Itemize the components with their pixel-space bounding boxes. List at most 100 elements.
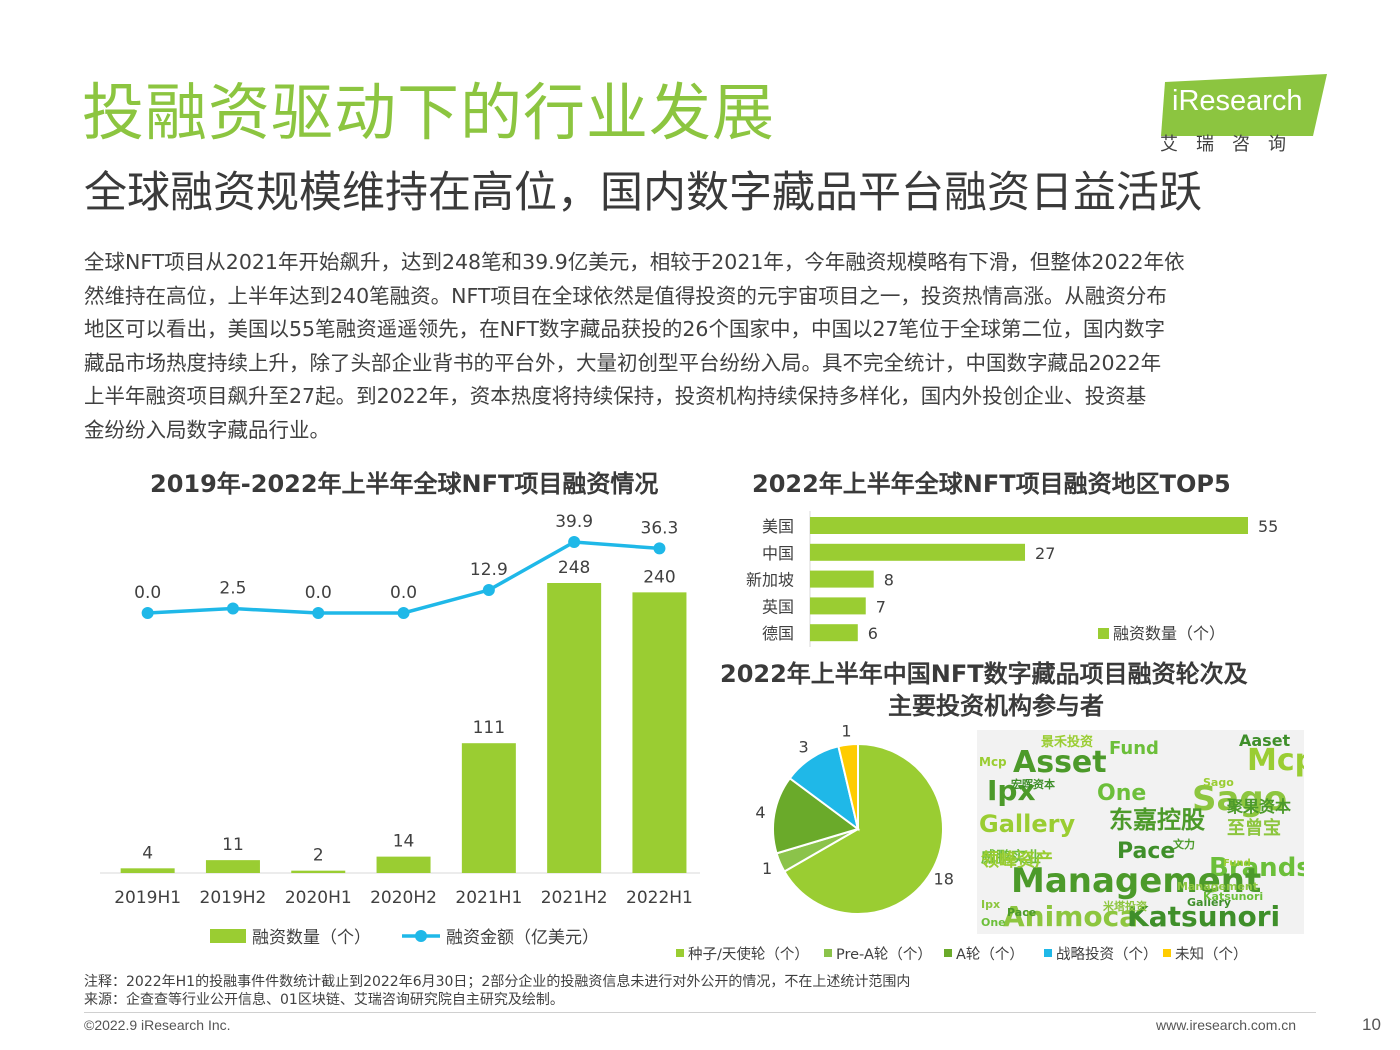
word-cloud-word: Mcp [1247,743,1304,778]
bar-data-label: 11 [222,835,244,855]
word-cloud-word: Sago [1203,776,1234,789]
line-data-label: 0.0 [305,583,332,603]
intro-line: 金纷纷入局数字藏品行业。 [84,417,330,442]
pie-data-label: 4 [755,803,765,822]
bar-data-label: 240 [643,567,675,587]
intro-line: 地区可以看出，美国以55笔融资遥遥领先，在NFT数字藏品获投的26个国家中，中国… [84,317,1166,342]
word-cloud-word: 米塔投资 [1102,899,1147,913]
line-point [397,607,410,619]
x-tick-label: 2021H1 [455,888,522,908]
legend-bar-label: 融资数量（个） [252,928,371,948]
legend-label: 战略投资（个） [1056,946,1158,963]
global-financing-chart: 4 2019H1 11 2019H2 2 2020H1 14 2020H2 111 2021H1 2… [100,512,700,948]
intro-paragraph: 全球NFT项目从2021年开始飙升，达到248笔和39.9亿美元，相较于2021… [84,246,1324,448]
page-subtitle: 全球融资规模维持在高位，国内数字藏品平台融资日益活跃 [84,168,1202,218]
website-link[interactable]: www.iresearch.com.cn [1156,1017,1297,1033]
china-rounds-pie-chart: 18 1 4 3 1 [755,725,954,915]
line-data-label: 2.5 [219,579,246,599]
x-tick-label: 2019H2 [200,888,267,908]
word-cloud-word: Brands [1209,853,1304,883]
investor-word-cloud: Asset Mcp Fund Ipx One Sago Gallery 东嘉控股 Pace Bra… [977,730,1304,934]
bar-financing-count [376,856,431,873]
global-financing-chart-title: 2019年-2022年上半年全球NFT项目融资情况 [150,470,659,498]
y-tick-label: 德国 [762,624,794,643]
china-rounds-chart-title: 2022年上半年中国NFT数字藏品项目融资轮次及 [720,660,1248,688]
word-cloud-word: Animoca [1003,900,1138,933]
word-cloud-word: Asset [1013,745,1107,780]
bar-financing-count [632,592,687,873]
bar-data-label: 111 [473,718,505,738]
word-cloud-word: Sago [1192,779,1287,819]
legend-label: 融资数量（个） [1113,624,1225,643]
y-tick-label: 英国 [762,597,794,616]
word-cloud-word: Management [1011,861,1261,901]
logo-chinese-text: 艾瑞咨询 [1160,134,1304,155]
word-cloud-word: One [1097,781,1146,806]
intro-line: 上半年融资项目飙升至27起。到2022年，资本热度将持续保持，投资机构持续保持多… [84,384,1147,409]
word-cloud-word: 至曾宝 [1227,817,1281,839]
bar-data-label: 8 [884,571,894,590]
x-tick-label: 2020H2 [370,888,437,908]
logo-text: iResearch [1172,85,1303,117]
word-cloud-word: Katsunori [1203,890,1263,903]
x-tick-label: 2019H1 [114,888,181,908]
bar-region-count [810,543,1026,561]
legend-label: A轮（个） [956,946,1024,963]
y-tick-label: 中国 [762,544,794,563]
legend-swatch [1044,949,1052,957]
bar-data-label: 7 [876,597,886,616]
line-data-label: 36.3 [641,518,679,538]
footnote: 注释：2022年H1的投融事件件数统计截止到2022年6月30日；2部分企业的投… [84,974,911,990]
line-point [226,602,239,615]
word-cloud-word: Gallery [979,810,1075,838]
pie-data-label: 3 [799,737,809,756]
line-point [141,607,154,619]
line-point [482,584,495,597]
word-cloud-word: Gallery [1187,896,1231,909]
pie-data-label: 1 [841,725,851,741]
bar-region-count [810,624,858,642]
bar-financing-count [291,870,346,873]
legend-label: 种子/天使轮（个） [688,946,809,963]
x-tick-label: 2021H2 [541,888,608,908]
legend-bar-swatch [210,929,246,943]
word-cloud-word: One [981,916,1006,929]
bar-region-count [810,570,874,588]
word-cloud-word: Katsunori [1127,900,1280,933]
line-point [653,542,666,555]
pie-slice [783,742,944,915]
bar-financing-count [461,743,516,873]
legend-label: 未知（个） [1175,946,1248,963]
line-data-label: 0.0 [134,583,161,603]
intro-line: 藏品市场热度持续上升，除了头部企业背书的平台外，大量初创型平台纷纷入局。具不完全… [84,350,1162,375]
word-cloud-word: Management [1177,880,1258,893]
word-cloud-word: 东嘉控股 [1109,806,1205,834]
word-cloud-word: 威鹏实业 [981,848,1041,866]
line-data-label: 39.9 [555,512,593,532]
bar-data-label: 14 [393,832,415,852]
legend-swatch [944,949,952,957]
pie-data-label: 1 [762,859,772,878]
legend-swatch [1163,949,1171,957]
footer-divider [84,1012,1316,1013]
legend-label: Pre-A轮（个） [836,946,932,963]
word-cloud-word: 宏晖资本 [1011,777,1055,791]
word-cloud-word: 景禾投资 [1041,734,1093,750]
y-tick-label: 新加坡 [746,571,794,590]
legend-swatch [824,949,832,957]
legend-swatch [1098,628,1109,639]
word-cloud-word: 领峰资产 [981,849,1053,871]
pie-legend: 种子/天使轮（个） Pre-A轮（个） A轮（个） 战略投资（个） 未知（个） [676,946,1248,963]
word-cloud-word: Fund [1223,858,1251,869]
word-cloud-word: Pace [1007,906,1036,919]
legend-swatch [676,949,684,957]
intro-line: 然维持在高位，上半年达到240笔融资。NFT项目在全球依然是值得投资的元宇宙项目… [84,283,1167,308]
bar-data-label: 6 [868,624,878,643]
iresearch-logo [1161,74,1327,136]
line-point [312,607,325,619]
copyright: ©2022.9 iResearch Inc. [84,1017,231,1033]
x-tick-label: 2022H1 [626,888,693,908]
pie-slice [837,742,859,830]
legend-line-label: 融资金额（亿美元） [446,928,599,948]
word-cloud-word: Fund [1109,738,1159,759]
